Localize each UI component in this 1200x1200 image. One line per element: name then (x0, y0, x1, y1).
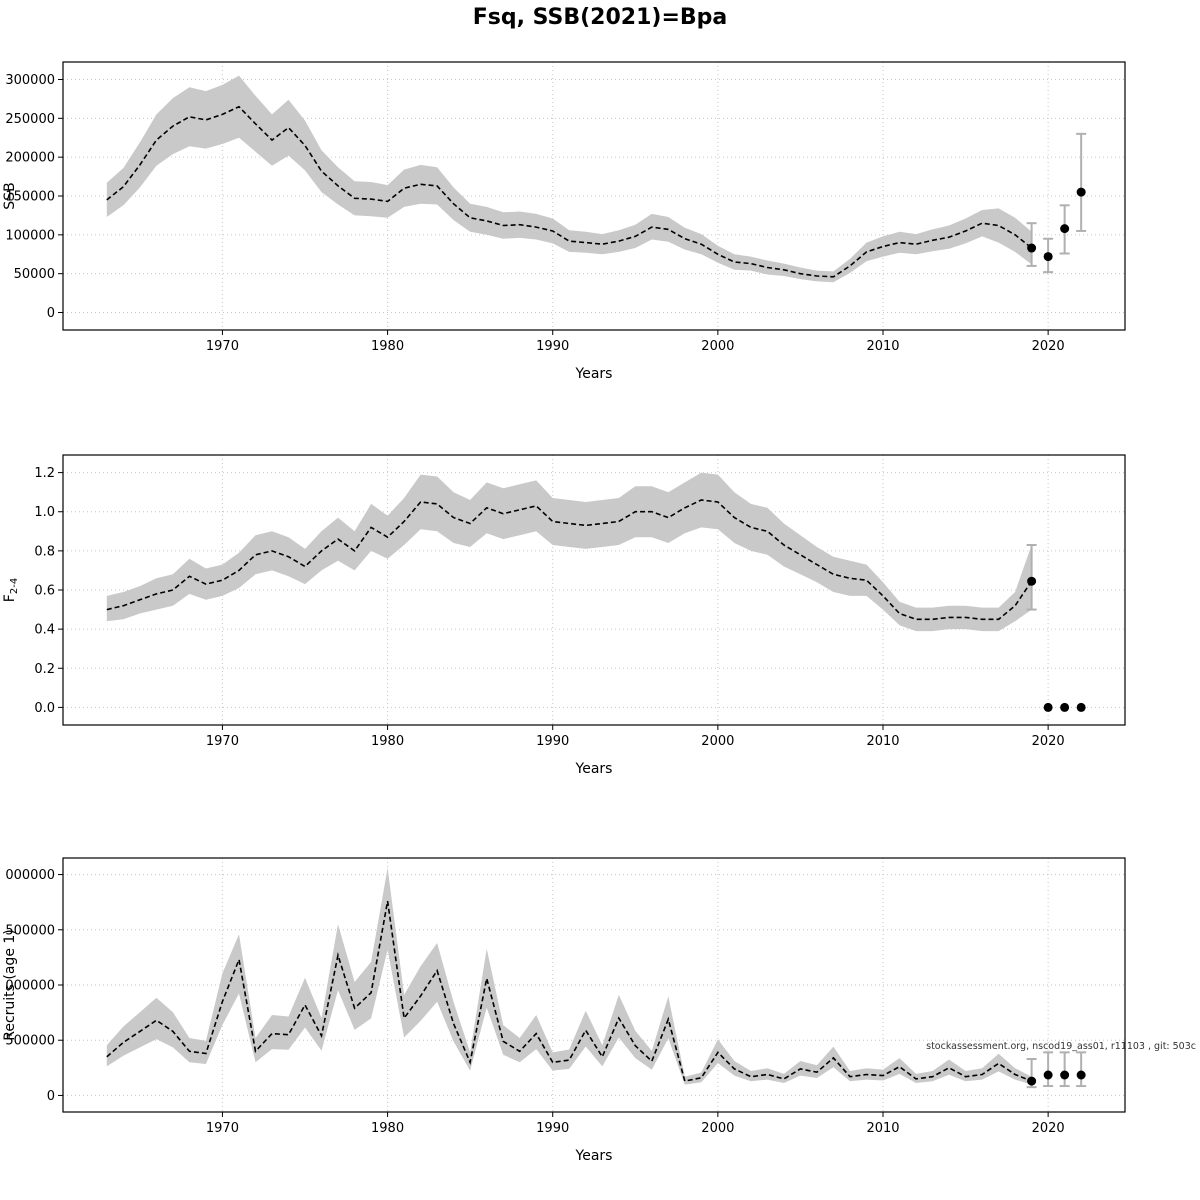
confidence-band (106, 867, 1032, 1085)
x-tick-label: 2010 (866, 1121, 899, 1136)
y-tick-label: 0.2 (34, 662, 55, 677)
y-tick-label: 000000 (5, 868, 55, 883)
y-tick-label: 1.0 (34, 505, 55, 520)
y-tick-label: 0.6 (34, 584, 55, 599)
forecast-point (1076, 187, 1086, 197)
confidence-band (106, 75, 1032, 283)
x-axis-title: Years (575, 1148, 613, 1164)
forecast-point (1027, 576, 1037, 586)
forecast-point (1060, 702, 1070, 712)
y-tick-label: 0.4 (34, 623, 55, 638)
y-tick-label: 250000 (5, 112, 55, 127)
x-tick-label: 2020 (1032, 339, 1065, 354)
x-axis-title: Years (575, 366, 613, 382)
y-tick-label: 300000 (5, 73, 55, 88)
y-axis-title: SSB (2, 182, 18, 209)
forecast-point (1043, 702, 1053, 712)
x-tick-label: 1990 (536, 339, 569, 354)
y-tick-label: 500000 (5, 923, 55, 938)
y-tick-label: 0 (47, 306, 55, 321)
forecast-point (1076, 1070, 1086, 1080)
x-tick-label: 2010 (866, 339, 899, 354)
y-tick-label: 200000 (5, 151, 55, 166)
x-tick-label: 1980 (371, 339, 404, 354)
panel-f: 1970 1980 1990 2000 2010 2020 0.0 0.2 0.4 0.6 0.8 1… (2, 454, 1126, 777)
y-tick-label: 150000 (5, 190, 55, 205)
x-tick-label: 1990 (536, 734, 569, 749)
x-axis-title: Years (575, 761, 613, 777)
x-tick-label: 2010 (866, 734, 899, 749)
x-tick-label: 2020 (1032, 734, 1065, 749)
forecast-point (1043, 252, 1053, 262)
panel-ssb: 1970 1980 1990 2000 2010 2020 0 50000 100000 1500… (2, 61, 1126, 382)
x-tick-label: 1970 (206, 734, 239, 749)
estimate-line (106, 900, 1032, 1083)
figure-title: Fsq, SSB(2021)=Bpa (473, 5, 728, 30)
x-tick-label: 1980 (371, 734, 404, 749)
y-tick-label: 000000 (5, 979, 55, 994)
y-tick-label: 0.0 (34, 701, 55, 716)
x-tick-label: 1970 (206, 1121, 239, 1136)
forecast-point (1027, 243, 1037, 253)
y-tick-label: 500000 (5, 1034, 55, 1049)
x-tick-label: 2000 (701, 339, 734, 354)
panel-recruitment: 1970 1980 1990 2000 2010 2020 0 500000 000000 500… (2, 857, 1126, 1164)
y-tick-label: 1.2 (34, 466, 55, 481)
y-axis-title: F2-4 (2, 578, 20, 602)
estimate-line (106, 105, 1033, 278)
x-tick-label: 2020 (1032, 1121, 1065, 1136)
confidence-band (106, 472, 1032, 632)
forecast-point (1060, 224, 1070, 234)
forecast-point (1027, 1076, 1037, 1086)
forecast-point (1043, 1070, 1053, 1080)
forecast-point (1060, 1070, 1070, 1080)
x-tick-label: 2000 (701, 1121, 734, 1136)
x-tick-label: 1980 (371, 1121, 404, 1136)
watermark-annotation: stockassessment.org, nscod19_ass01, r111… (926, 1041, 1196, 1052)
x-tick-label: 1990 (536, 1121, 569, 1136)
x-tick-label: 2000 (701, 734, 734, 749)
y-tick-label: 50000 (14, 267, 55, 282)
forecast-point (1076, 702, 1086, 712)
x-tick-label: 1970 (206, 339, 239, 354)
y-tick-label: 0.8 (34, 544, 55, 559)
panels-container: 1970 1980 1990 2000 2010 2020 0 50000 100000 1500… (2, 61, 1126, 1164)
y-tick-label: 100000 (5, 228, 55, 243)
y-tick-label: 0 (47, 1089, 55, 1104)
y-axis-title: Recruits (age 1) (2, 929, 18, 1041)
